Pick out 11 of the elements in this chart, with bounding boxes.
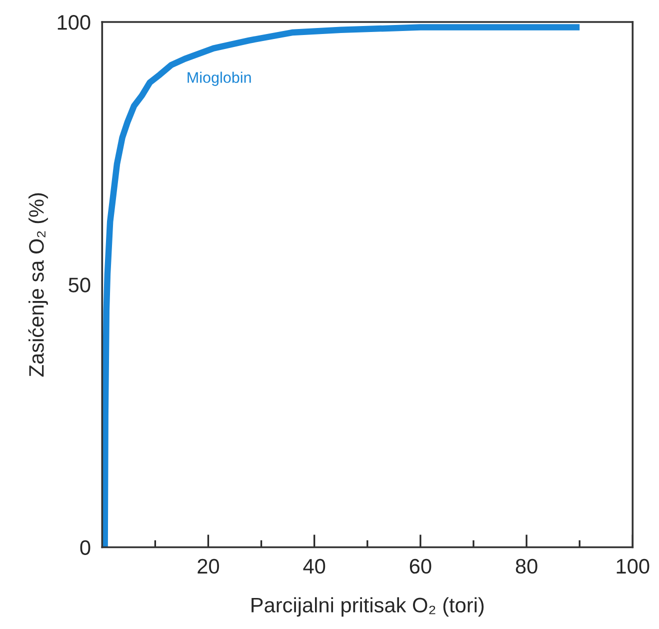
x-tick-label: 60 [410, 558, 432, 574]
x-tick-label: 40 [303, 558, 326, 574]
x-axis-title: Parcijalni pritisak O₂ (tori) [252, 597, 484, 617]
x-tick-label: 100 [616, 558, 650, 574]
y-tick-label: 100 [58, 15, 90, 30]
y-axis-title: Zasićenje sa O₂ (%) [28, 193, 48, 377]
series-label: Mioglobin [188, 72, 251, 86]
x-tick-label: 80 [516, 558, 538, 574]
y-tick-label: 0 [80, 540, 90, 555]
x-tick-label: 20 [198, 558, 220, 574]
y-tick-label: 50 [68, 278, 90, 292]
